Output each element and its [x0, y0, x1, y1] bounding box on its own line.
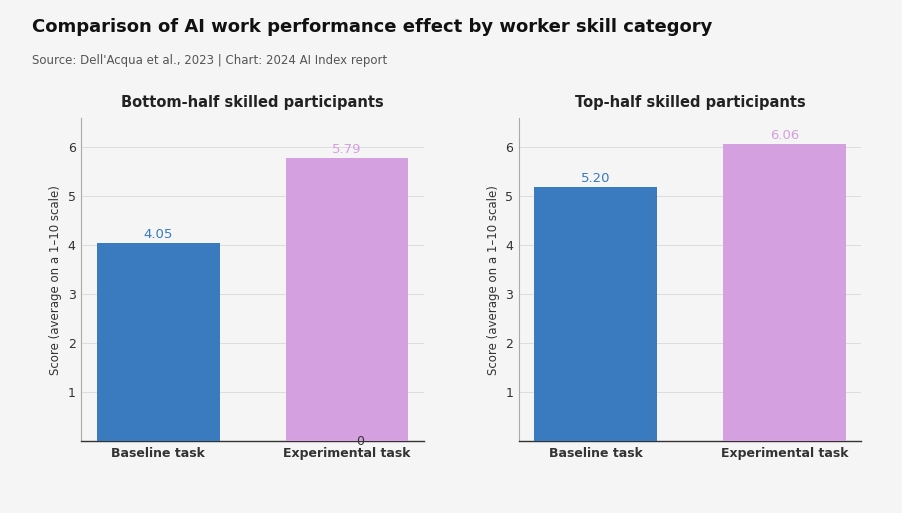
Y-axis label: Score (average on a 1–10 scale): Score (average on a 1–10 scale)	[486, 185, 500, 374]
Text: 6.06: 6.06	[769, 129, 799, 143]
Text: 5.20: 5.20	[581, 171, 611, 185]
Text: Source: Dell'Acqua et al., 2023 | Chart: 2024 AI Index report: Source: Dell'Acqua et al., 2023 | Chart:…	[32, 54, 387, 67]
Title: Bottom-half skilled participants: Bottom-half skilled participants	[121, 95, 384, 110]
Bar	[286, 157, 409, 441]
Text: 5.79: 5.79	[332, 143, 362, 156]
Bar	[534, 187, 657, 441]
Bar	[97, 243, 219, 441]
Text: 0: 0	[356, 435, 364, 448]
Text: 4.05: 4.05	[143, 228, 173, 241]
Y-axis label: Score (average on a 1–10 scale): Score (average on a 1–10 scale)	[49, 185, 62, 374]
Title: Top-half skilled participants: Top-half skilled participants	[575, 95, 805, 110]
Text: Comparison of AI work performance effect by worker skill category: Comparison of AI work performance effect…	[32, 18, 712, 36]
Bar	[723, 145, 846, 441]
